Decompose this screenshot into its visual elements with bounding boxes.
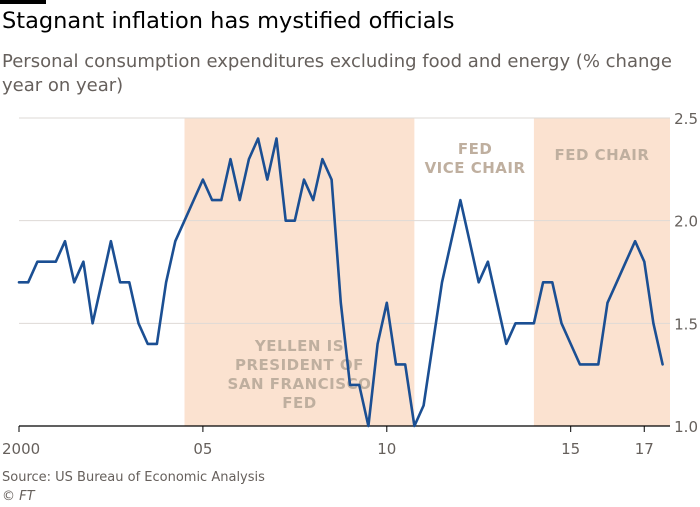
period-label-0-line-2: SAN FRANCISCO (228, 375, 372, 393)
period-label-1-line-0: FED CHAIR (554, 146, 649, 164)
series-line-0 (17, 137, 664, 428)
chart-subtitle: Personal consumption expenditures exclud… (2, 51, 672, 96)
y-tick-label-2: 2.0 (674, 213, 698, 231)
y-tick-label-1: 1.5 (674, 315, 698, 333)
source-note: Source: US Bureau of Economic Analysis (2, 470, 265, 485)
chart-title: Stagnant inflation has mystified officia… (2, 8, 455, 34)
header-rule (0, 0, 46, 4)
annotation-0-line-1: VICE CHAIR (425, 159, 526, 177)
period-label-0-line-0: YELLEN IS (254, 337, 344, 355)
x-tick-label-0: 2000 (2, 440, 40, 458)
x-tick-label-4: 17 (635, 440, 654, 458)
annotation-0-line-0: FED (458, 140, 492, 158)
x-tick-label-1: 05 (193, 440, 212, 458)
ft-credit: © FT (2, 489, 35, 504)
y-tick-label-3: 2.5 (674, 110, 698, 128)
period-label-0-line-3: FED (282, 394, 316, 412)
x-tick-label-2: 10 (377, 440, 396, 458)
period-label-0-line-1: PRESIDENT OF (235, 356, 364, 374)
x-tick-label-3: 15 (561, 440, 580, 458)
shaded-period-0 (184, 118, 415, 426)
y-tick-label-0: 1.0 (674, 418, 698, 436)
shaded-period-1 (533, 118, 670, 426)
